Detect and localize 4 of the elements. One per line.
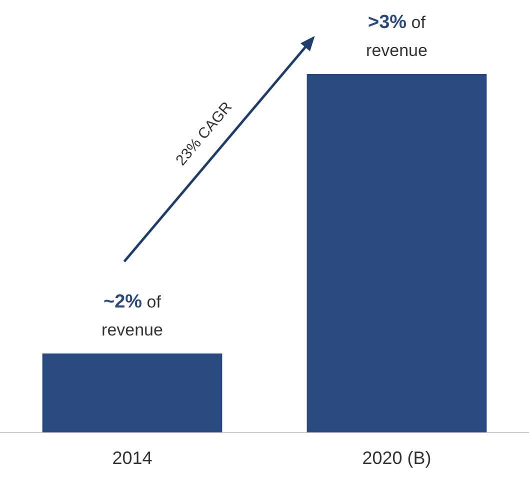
x-tick-label: 2020 (B): [362, 448, 432, 468]
text: >3% of revenue: [366, 12, 428, 60]
annotation: ~2% of revenue: [102, 292, 163, 340]
x-tick-label: 2014: [112, 448, 152, 468]
